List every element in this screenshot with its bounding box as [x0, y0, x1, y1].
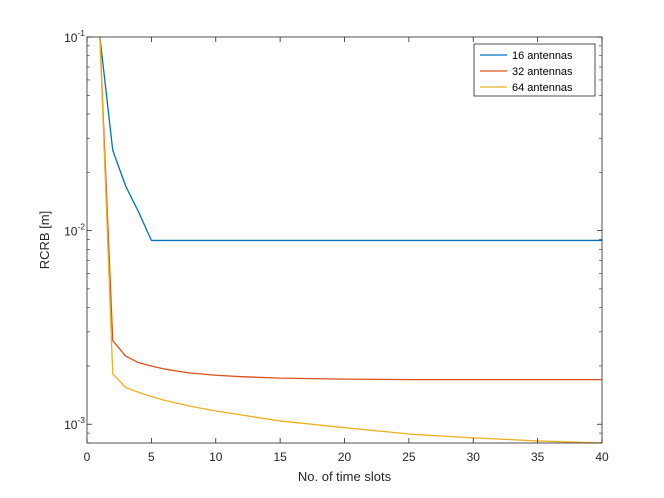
x-tick-label: 0 [84, 450, 91, 464]
x-tick-label: 30 [467, 450, 481, 464]
x-tick-label: 20 [338, 450, 352, 464]
series-line-1 [99, 36, 602, 242]
x-tick-label: 5 [148, 450, 155, 464]
y-tick-exponent: -2 [77, 222, 85, 232]
y-tick-label: 10-1 [64, 28, 85, 45]
y-tick-exponent: -1 [77, 28, 85, 38]
x-tick-label: 15 [273, 450, 287, 464]
y-axis-label: RCRB [m] [37, 211, 52, 270]
legend-label-2: 32 antennas [512, 66, 573, 78]
series-line-3 [99, 36, 603, 444]
series-layer [99, 36, 603, 444]
y-tick-base: 10 [64, 418, 78, 432]
x-tick-label: 25 [402, 450, 416, 464]
y-tick-exponent: -3 [77, 415, 85, 425]
x-tick-label: 10 [209, 450, 223, 464]
series-line-2 [99, 36, 602, 381]
y-tick-label: 10-2 [64, 222, 85, 239]
x-tick-label: 40 [595, 450, 609, 464]
legend: 16 antennas 32 antennas 64 antennas [473, 43, 596, 97]
y-tick-base: 10 [64, 225, 78, 239]
legend-label-3: 64 antennas [512, 82, 573, 94]
y-tick-label: 10-3 [64, 415, 85, 432]
x-axis-label: No. of time slots [298, 469, 392, 484]
legend-label-1: 16 antennas [512, 50, 573, 62]
y-tick-base: 10 [64, 31, 78, 45]
x-tick-label: 35 [531, 450, 545, 464]
